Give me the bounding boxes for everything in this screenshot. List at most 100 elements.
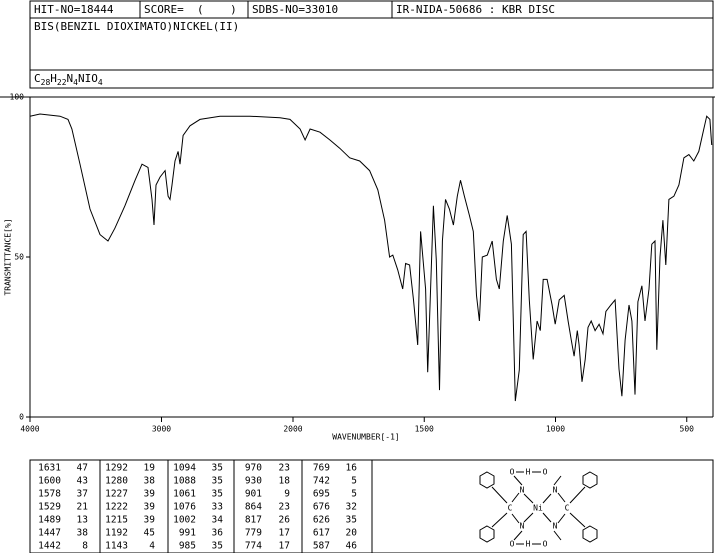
transmittance-cell: 35 bbox=[212, 489, 223, 500]
x-tick-label: 1000 bbox=[546, 425, 565, 434]
atom-label: O bbox=[543, 468, 548, 477]
transmittance-cell: 4 bbox=[149, 541, 155, 552]
transmittance-cell: 9 bbox=[284, 489, 290, 500]
transmittance-cell: 5 bbox=[351, 489, 357, 500]
formula-part: H bbox=[50, 72, 57, 85]
wavenumber-cell: 779 bbox=[245, 528, 262, 539]
wavenumber-cell: 970 bbox=[245, 463, 262, 474]
wavenumber-cell: 676 bbox=[313, 502, 330, 513]
wavenumber-cell: 1578 bbox=[38, 489, 61, 500]
atom-label: O bbox=[510, 468, 515, 477]
atom-label: H bbox=[526, 468, 531, 477]
formula-subscript: 28 bbox=[41, 78, 51, 87]
atom-label: N bbox=[553, 522, 558, 531]
transmittance-cell: 45 bbox=[144, 528, 155, 539]
phenyl bbox=[479, 525, 495, 543]
transmittance-cell: 26 bbox=[279, 515, 291, 526]
wavenumber-cell: 617 bbox=[313, 528, 330, 539]
wavenumber-cell: 1192 bbox=[105, 528, 128, 539]
bonds bbox=[491, 471, 586, 545]
wavenumber-cell: 695 bbox=[313, 489, 330, 500]
atom-label: C bbox=[565, 504, 570, 513]
formula-part: N bbox=[67, 72, 74, 85]
transmittance-cell: 18 bbox=[279, 476, 291, 487]
wavenumber-cell: 1215 bbox=[105, 515, 128, 526]
phenyl bbox=[582, 471, 598, 489]
wavenumber-cell: 1002 bbox=[173, 515, 196, 526]
formula: C28H22N4NIO4 bbox=[34, 72, 103, 87]
wavenumber-cell: 1292 bbox=[105, 463, 128, 474]
header: HIT-NO=18444 SCORE= ( ) SDBS-NO=33010 IR… bbox=[29, 0, 714, 89]
atom-label: H bbox=[526, 540, 531, 549]
peak-table bbox=[29, 459, 714, 553]
transmittance-cell: 39 bbox=[144, 502, 156, 513]
transmittance-cell: 8 bbox=[82, 541, 88, 552]
wavenumber-cell: 817 bbox=[245, 515, 262, 526]
y-tick-label: 100 bbox=[10, 93, 25, 102]
transmittance-cell: 47 bbox=[77, 463, 88, 474]
x-tick-label: 3000 bbox=[152, 425, 171, 434]
atom-label: C bbox=[508, 504, 513, 513]
wavenumber-cell: 1631 bbox=[38, 463, 61, 474]
transmittance-cell: 39 bbox=[144, 489, 156, 500]
x-tick-label: 500 bbox=[680, 425, 695, 434]
wavenumber-cell: 1227 bbox=[105, 489, 128, 500]
transmittance-cell: 38 bbox=[77, 528, 89, 539]
x-tick-label: 1500 bbox=[415, 425, 434, 434]
x-axis-label: WAVENUMBER[-1] bbox=[332, 433, 399, 442]
formula-part: NIO bbox=[78, 72, 98, 85]
ir-code: IR-NIDA-50686 : KBR DISC bbox=[396, 3, 555, 16]
phenyl bbox=[582, 525, 598, 543]
atom-label: N bbox=[553, 486, 558, 495]
atom-label: O bbox=[510, 540, 515, 549]
transmittance-cell: 32 bbox=[346, 502, 357, 513]
wavenumber-cell: 1447 bbox=[38, 528, 61, 539]
wavenumber-cell: 626 bbox=[313, 515, 330, 526]
wavenumber-cell: 1094 bbox=[173, 463, 196, 474]
wavenumber-cell: 1061 bbox=[173, 489, 196, 500]
wavenumber-cell: 1600 bbox=[38, 476, 61, 487]
header-frame bbox=[29, 0, 714, 89]
compound-name: BIS(BENZIL DIOXIMATO)NICKEL(II) bbox=[34, 20, 239, 33]
sdbs-no: SDBS-NO=33010 bbox=[252, 3, 338, 16]
transmittance-cell: 35 bbox=[212, 463, 223, 474]
wavenumber-cell: 1442 bbox=[38, 541, 61, 552]
wavenumber-cell: 1222 bbox=[105, 502, 128, 513]
wavenumber-cell: 769 bbox=[313, 463, 330, 474]
formula-subscript: 4 bbox=[73, 78, 78, 87]
transmittance-cell: 38 bbox=[144, 476, 156, 487]
wavenumber-cell: 1088 bbox=[173, 476, 196, 487]
structure: O H ON NC Ni CN NO H O bbox=[479, 468, 598, 549]
wavenumber-cell: 587 bbox=[313, 541, 330, 552]
wavenumber-cell: 1529 bbox=[38, 502, 61, 513]
formula-subscript: 22 bbox=[57, 78, 67, 87]
wavenumber-cell: 774 bbox=[245, 541, 262, 552]
wavenumber-cell: 742 bbox=[313, 476, 330, 487]
atom-label: N bbox=[520, 486, 525, 495]
transmittance-cell: 35 bbox=[346, 515, 357, 526]
transmittance-cell: 34 bbox=[212, 515, 224, 526]
wavenumber-cell: 864 bbox=[245, 502, 262, 513]
x-tick-label: 4000 bbox=[20, 425, 39, 434]
transmittance-cell: 17 bbox=[279, 528, 290, 539]
transmittance-cell: 36 bbox=[212, 528, 224, 539]
y-axis-label: TRANSMITTANCE[%] bbox=[4, 218, 13, 295]
wavenumber-cell: 930 bbox=[245, 476, 262, 487]
transmittance-cell: 21 bbox=[77, 502, 89, 513]
transmittance-cell: 5 bbox=[351, 476, 357, 487]
wavenumber-cell: 985 bbox=[179, 541, 196, 552]
transmittance-cell: 23 bbox=[279, 502, 290, 513]
transmittance-cell: 13 bbox=[77, 515, 88, 526]
atom-label: N bbox=[520, 522, 525, 531]
wavenumber-cell: 901 bbox=[245, 489, 262, 500]
plot: WAVENUMBER[-1] TRANSMITTANCE[%] 4000 3000… bbox=[0, 93, 715, 442]
y-tick-label: 0 bbox=[19, 413, 24, 422]
transmittance-cell: 33 bbox=[212, 502, 223, 513]
transmittance-cell: 39 bbox=[144, 515, 156, 526]
transmittance-cell: 35 bbox=[212, 476, 223, 487]
formula-part: C bbox=[34, 72, 41, 85]
transmittance-cell: 23 bbox=[279, 463, 290, 474]
x-tick-label: 2000 bbox=[283, 425, 302, 434]
transmittance-cell: 20 bbox=[346, 528, 358, 539]
